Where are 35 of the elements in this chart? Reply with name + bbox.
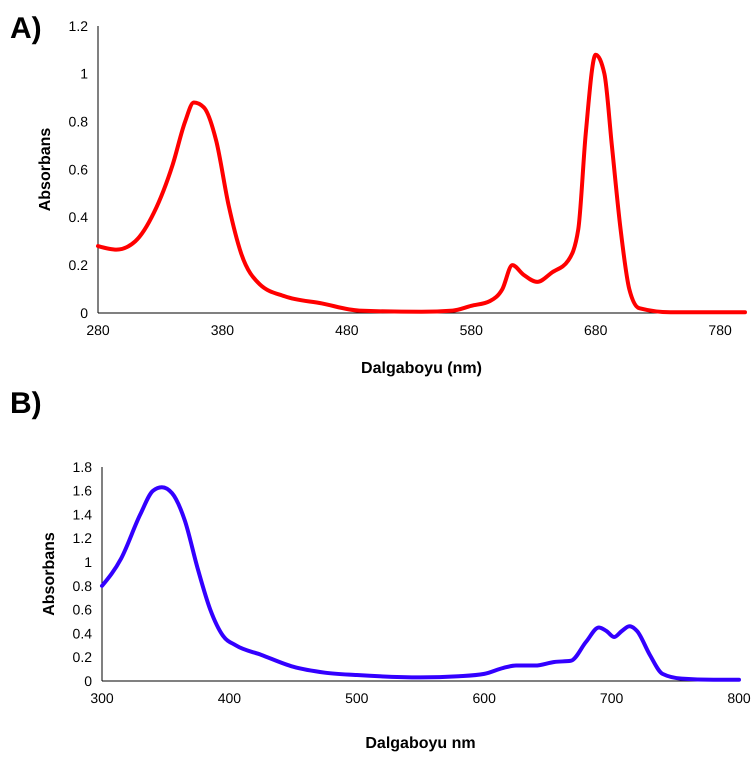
x-axis-title: Dalgaboyu (nm) [361,360,482,377]
chart-title: A) [10,12,42,45]
y-tick-label: 1.6 [72,482,92,499]
x-tick-label: 380 [210,322,234,338]
y-tick-label: 1 [80,66,88,82]
y-tick-label: 0.2 [72,649,92,666]
y-tick-label: 1 [84,554,92,570]
y-tick-label: 1.2 [72,530,92,546]
x-tick-label: 580 [460,322,484,338]
y-tick-label: 1.4 [72,506,92,522]
y-axis-title: Absorbans [37,128,54,212]
y-tick-label: 0.2 [68,257,88,274]
x-tick-label: 300 [90,690,114,706]
y-tick-label: 0 [80,304,88,321]
y-tick-label: 0.8 [68,114,88,130]
y-tick-label: 0 [84,672,92,689]
y-tick-label: 1.2 [68,18,88,34]
x-tick-label: 400 [218,690,242,706]
y-tick-label: 0.6 [72,602,92,618]
y-tick-label: 0.6 [68,161,88,178]
y-tick-label: 0.8 [72,578,92,594]
x-tick-label: 500 [345,690,369,706]
x-tick-label: 480 [335,322,359,338]
y-tick-label: 1.8 [72,458,92,475]
x-tick-label: 800 [727,690,751,706]
chart-title: B) [10,387,42,420]
x-tick-label: 280 [86,322,110,338]
x-tick-label: 600 [472,690,496,706]
x-axis-title: Dalgaboyu nm [365,735,476,752]
y-axis-title: Absorbans [41,532,58,616]
y-tick-label: 0.4 [72,625,92,642]
y-tick-label: 0.4 [68,209,88,226]
x-tick-label: 780 [708,322,732,338]
x-tick-label: 700 [600,690,624,706]
x-tick-label: 680 [584,322,608,338]
